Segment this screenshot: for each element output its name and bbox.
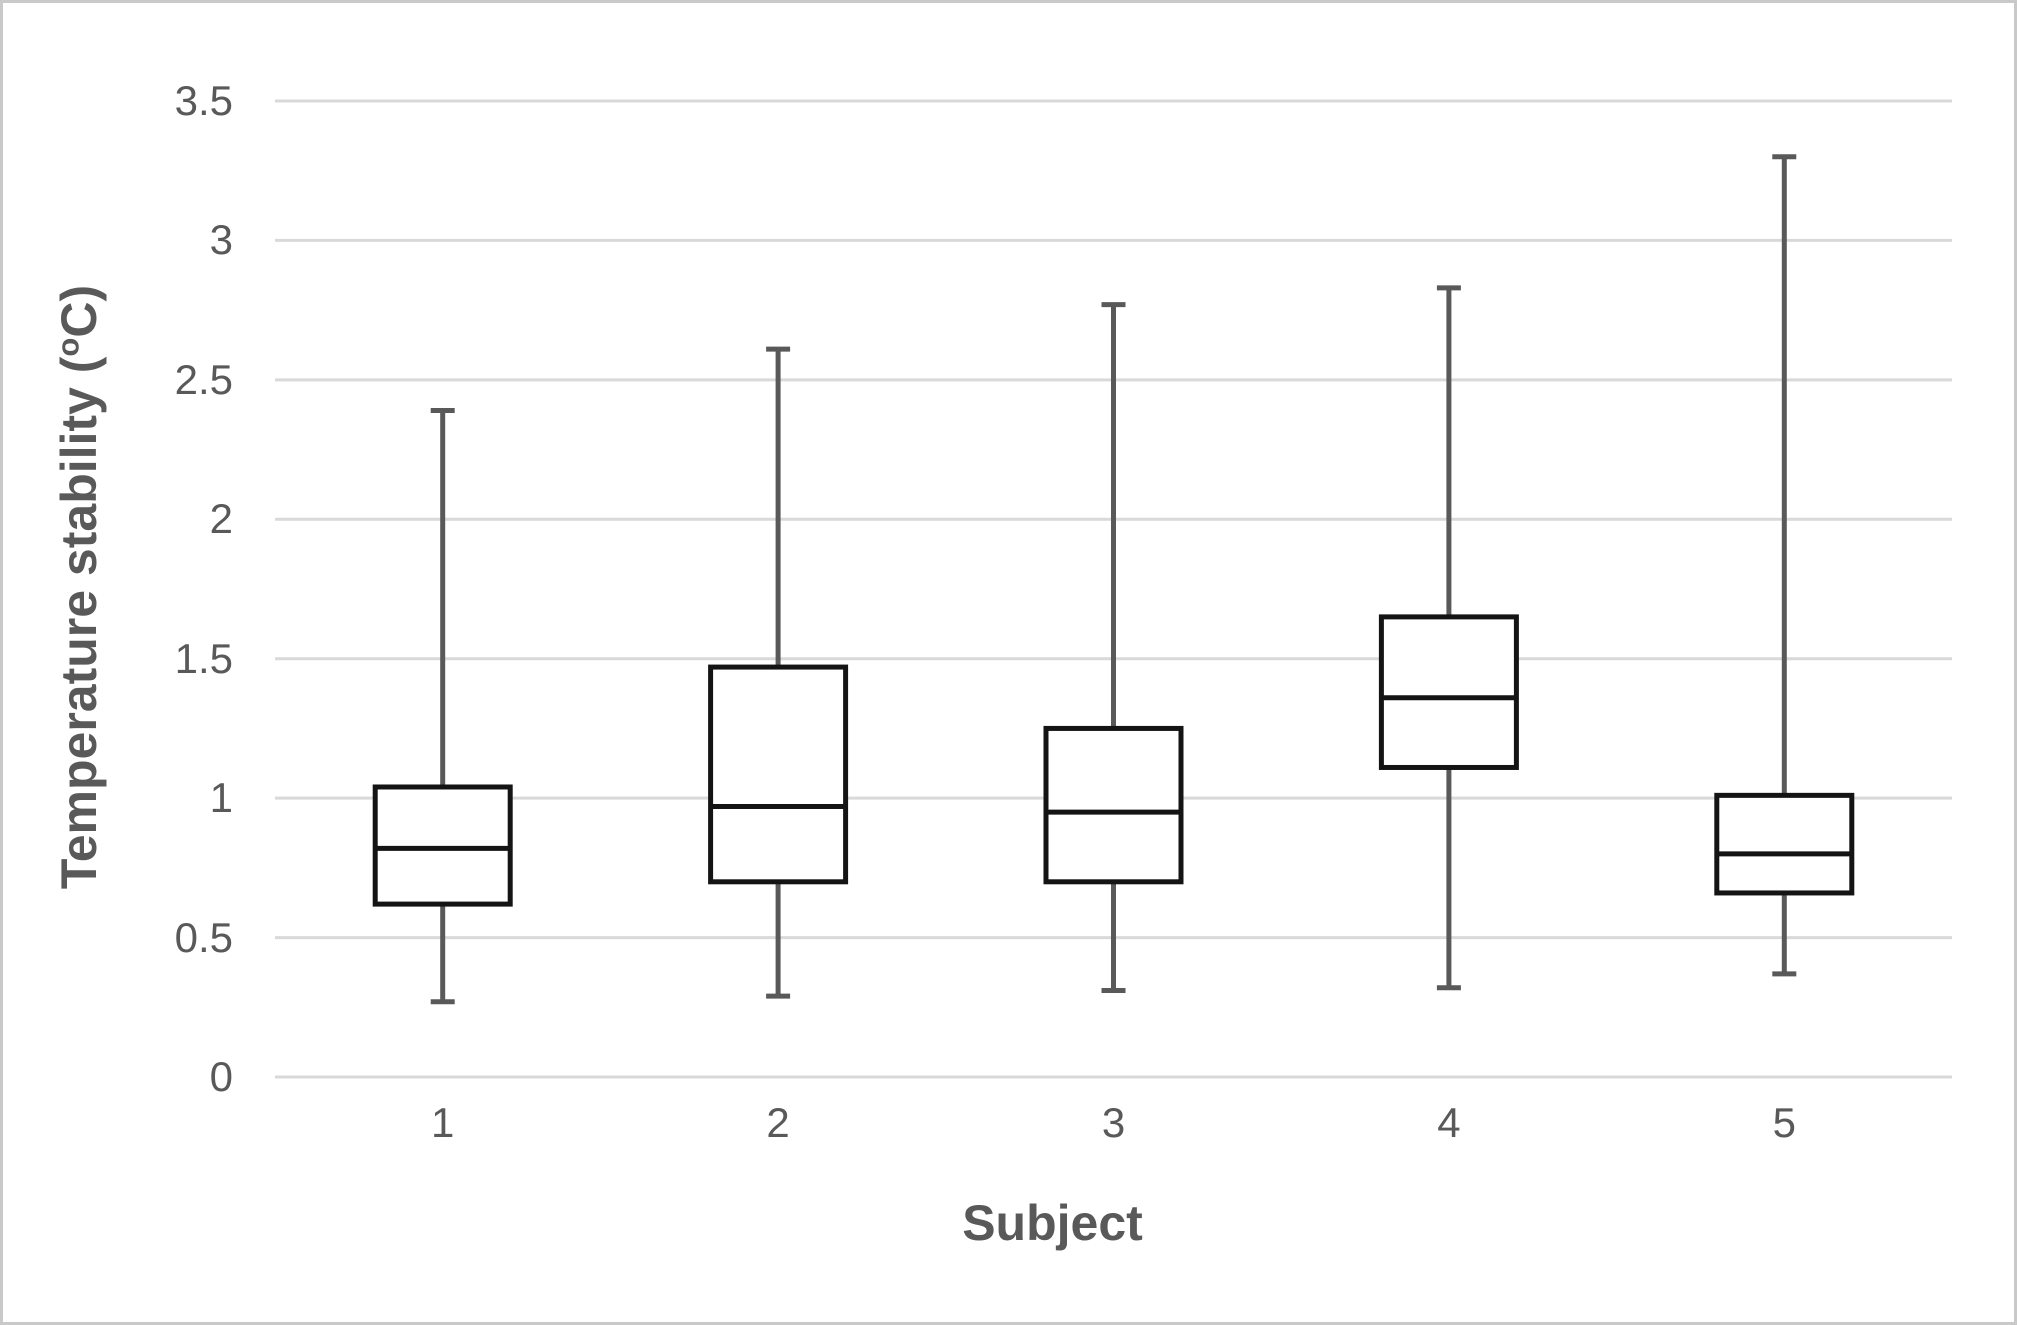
box-subject-4	[1378, 285, 1519, 991]
box-subject-1	[372, 408, 513, 1005]
iqr-box	[1043, 725, 1184, 885]
box-subject-3	[1043, 302, 1184, 994]
y-tick-label: 3	[209, 216, 233, 264]
y-tick-label: 0	[209, 1053, 233, 1100]
y-tick-label: 2.5	[174, 355, 233, 403]
iqr-box	[1714, 792, 1855, 896]
iqr-box	[1378, 614, 1519, 770]
x-axis-title: Subject	[962, 1195, 1143, 1251]
y-tick-label: 1	[209, 774, 233, 822]
x-tick-label: 2	[766, 1099, 790, 1146]
iqr-box	[708, 664, 849, 885]
y-axis-title-unit: C)	[51, 284, 107, 338]
degree-superscript: o	[50, 337, 86, 357]
y-axis-title-text: Temperature stability (	[51, 356, 107, 890]
x-tick-label: 1	[431, 1099, 455, 1146]
iqr-box	[372, 784, 513, 907]
x-tick-label: 5	[1772, 1099, 1796, 1146]
box-subject-5	[1714, 154, 1855, 977]
y-tick-label: 1.5	[174, 634, 233, 682]
y-tick-label: 2	[209, 495, 233, 543]
x-tick-label: 4	[1437, 1099, 1461, 1146]
y-tick-label: 3.5	[174, 77, 233, 124]
boxplot-canvas	[275, 99, 1952, 1079]
y-tick-label: 0.5	[174, 913, 233, 961]
y-axis-title: Temperature stability (oC)	[50, 285, 108, 889]
box-subject-2	[708, 346, 849, 999]
x-tick-label: 3	[1101, 1099, 1126, 1146]
